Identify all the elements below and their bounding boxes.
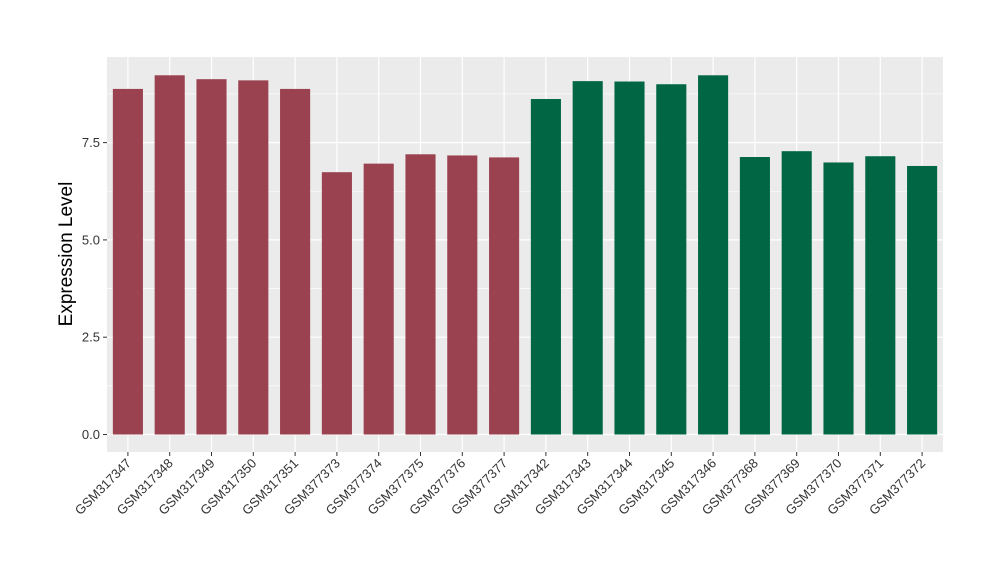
bar-gsm317342: [530, 99, 561, 435]
y-axis: 0.0 2.5 5.0 7.5: [82, 135, 107, 442]
y-tick-label: 7.5: [82, 135, 100, 150]
bar-gsm377373: [321, 172, 352, 435]
bar-gsm377375: [405, 154, 436, 435]
y-axis-title: Expression Level: [56, 182, 77, 327]
bar-gsm317351: [280, 88, 311, 435]
y-tick-label: 2.5: [82, 330, 100, 345]
bar-gsm317349: [196, 79, 227, 435]
bar-gsm317343: [572, 81, 603, 435]
bar-gsm317350: [238, 80, 269, 435]
bar-gsm377368: [739, 157, 770, 435]
bar-gsm377370: [823, 162, 854, 435]
bar-gsm317345: [656, 84, 687, 435]
bar-gsm377377: [489, 157, 520, 435]
bar-gsm377372: [907, 165, 938, 435]
y-tick-label: 0.0: [82, 427, 100, 442]
bar-gsm317347: [112, 88, 143, 435]
bar-gsm317348: [154, 75, 185, 435]
bars: [112, 75, 938, 435]
bar-gsm377374: [363, 163, 394, 435]
x-axis: GSM317347GSM317348GSM317349GSM317350GSM3…: [72, 452, 928, 518]
bar-gsm317346: [698, 75, 729, 435]
bar-gsm377376: [447, 155, 478, 435]
bar-gsm377369: [781, 151, 812, 435]
bar-gsm377371: [865, 156, 896, 435]
bar-gsm317344: [614, 81, 645, 435]
plot-panel: [107, 57, 943, 452]
y-tick-label: 5.0: [82, 232, 100, 247]
